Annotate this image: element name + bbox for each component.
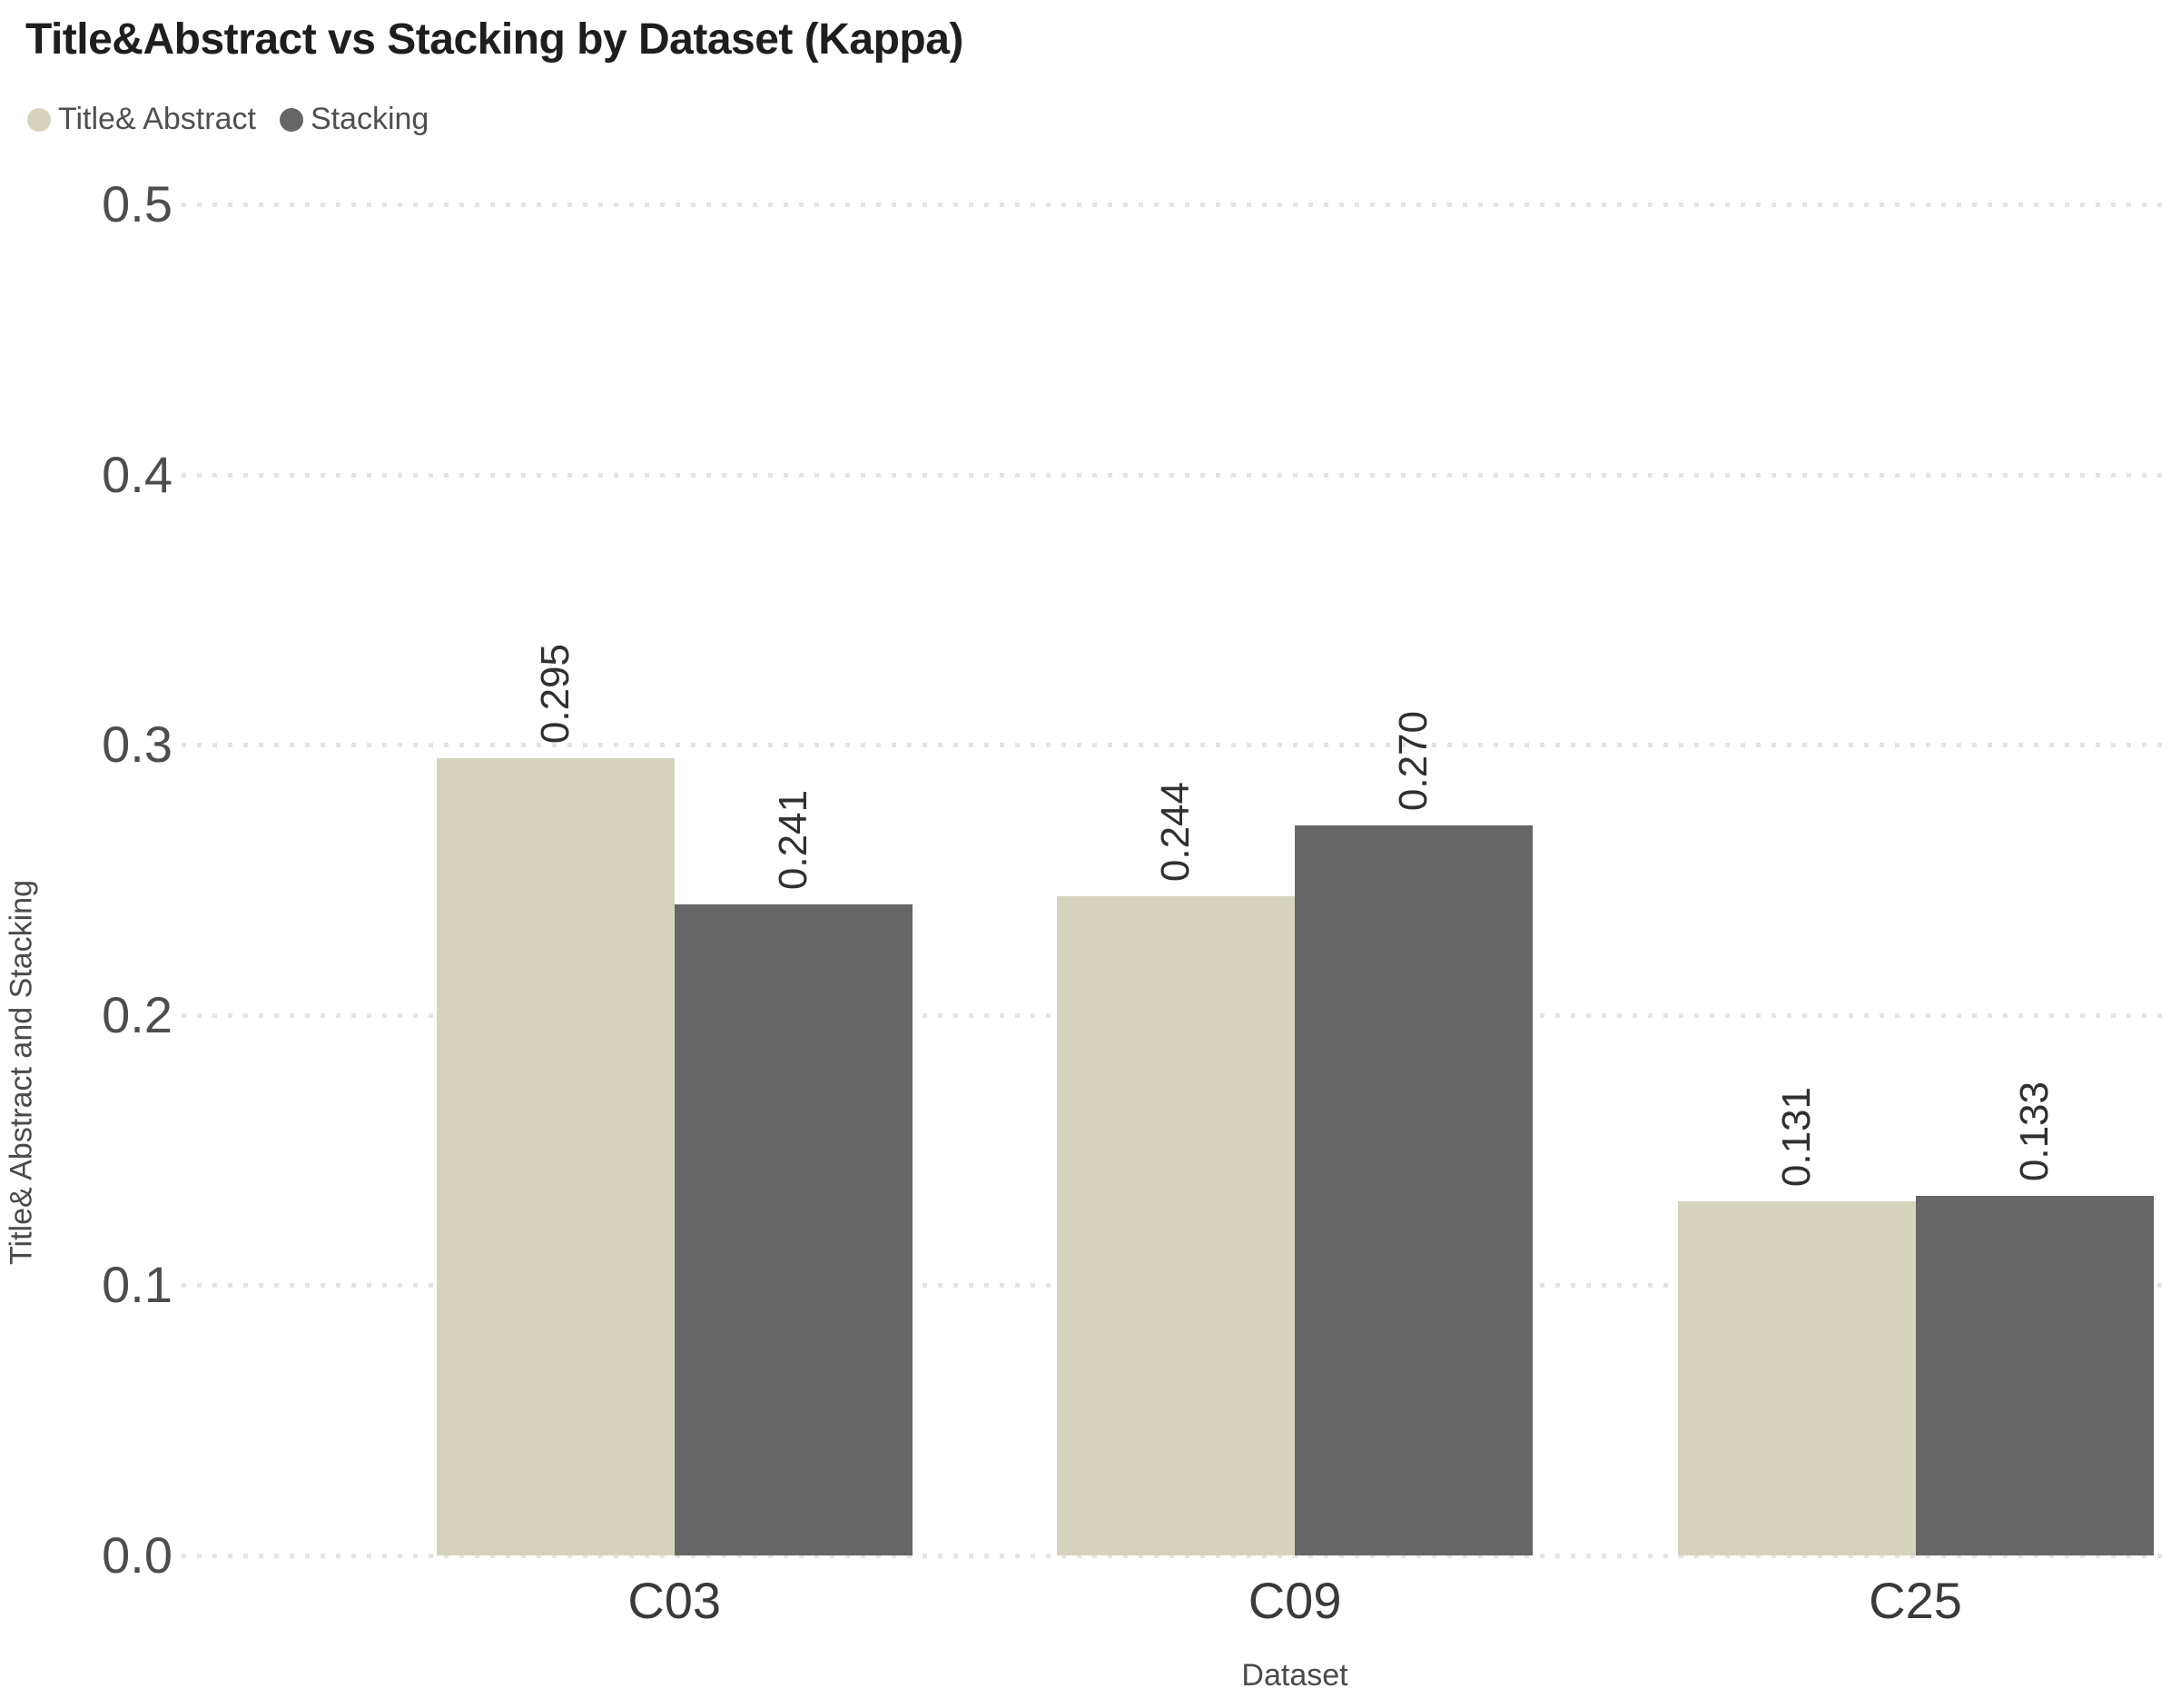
bar-value-label: 0.133 (2011, 1081, 2057, 1182)
legend-swatch-icon (279, 107, 303, 132)
bar-value-label: 0.270 (1391, 711, 1436, 812)
y-tick-label: 0.2 (102, 985, 173, 1043)
x-tick-label-c03: C03 (627, 1572, 722, 1629)
gridline-0.5 (182, 202, 2171, 207)
legend-item-title-abstract[interactable]: Title& Abstract (27, 102, 256, 137)
gridline-0.3 (182, 743, 2171, 748)
y-tick-label: 0.5 (102, 175, 173, 232)
plot-area: 0.295 0.241 0.244 0.270 0.131 0.133 (182, 202, 2171, 1558)
legend: Title& Abstract Stacking (27, 102, 429, 137)
y-tick-label: 0.4 (102, 445, 173, 503)
legend-swatch-icon (27, 107, 51, 132)
y-axis-title: Title& Abstract and Stacking (4, 880, 39, 1265)
bar-value-label: 0.241 (770, 789, 815, 890)
chart-title: Title&Abstract vs Stacking by Dataset (K… (25, 15, 963, 64)
bar-value-label: 0.295 (532, 643, 577, 745)
y-tick-label: 0.0 (102, 1526, 173, 1584)
x-tick-label-c25: C25 (1869, 1572, 1962, 1629)
legend-label: Title& Abstract (58, 102, 256, 136)
legend-label: Stacking (310, 102, 429, 136)
gridline-0.4 (182, 472, 2171, 478)
bar-title--abstract-c03[interactable] (436, 758, 675, 1555)
bar-stacking-c09[interactable] (1295, 825, 1534, 1555)
legend-item-stacking[interactable]: Stacking (279, 102, 429, 137)
bar-value-label: 0.131 (1773, 1087, 1819, 1188)
bar-title--abstract-c25[interactable] (1677, 1201, 1916, 1555)
gridline-0.0 (182, 1554, 2171, 1558)
bar-stacking-c25[interactable] (1915, 1196, 2154, 1555)
bar-title--abstract-c09[interactable] (1057, 895, 1296, 1555)
y-tick-label: 0.1 (102, 1256, 173, 1314)
y-tick-label: 0.3 (102, 716, 173, 774)
bar-value-label: 0.244 (1153, 781, 1199, 882)
x-tick-label-c09: C09 (1248, 1572, 1342, 1629)
bar-stacking-c03[interactable] (674, 903, 913, 1555)
x-axis-title: Dataset (1241, 1658, 1348, 1693)
